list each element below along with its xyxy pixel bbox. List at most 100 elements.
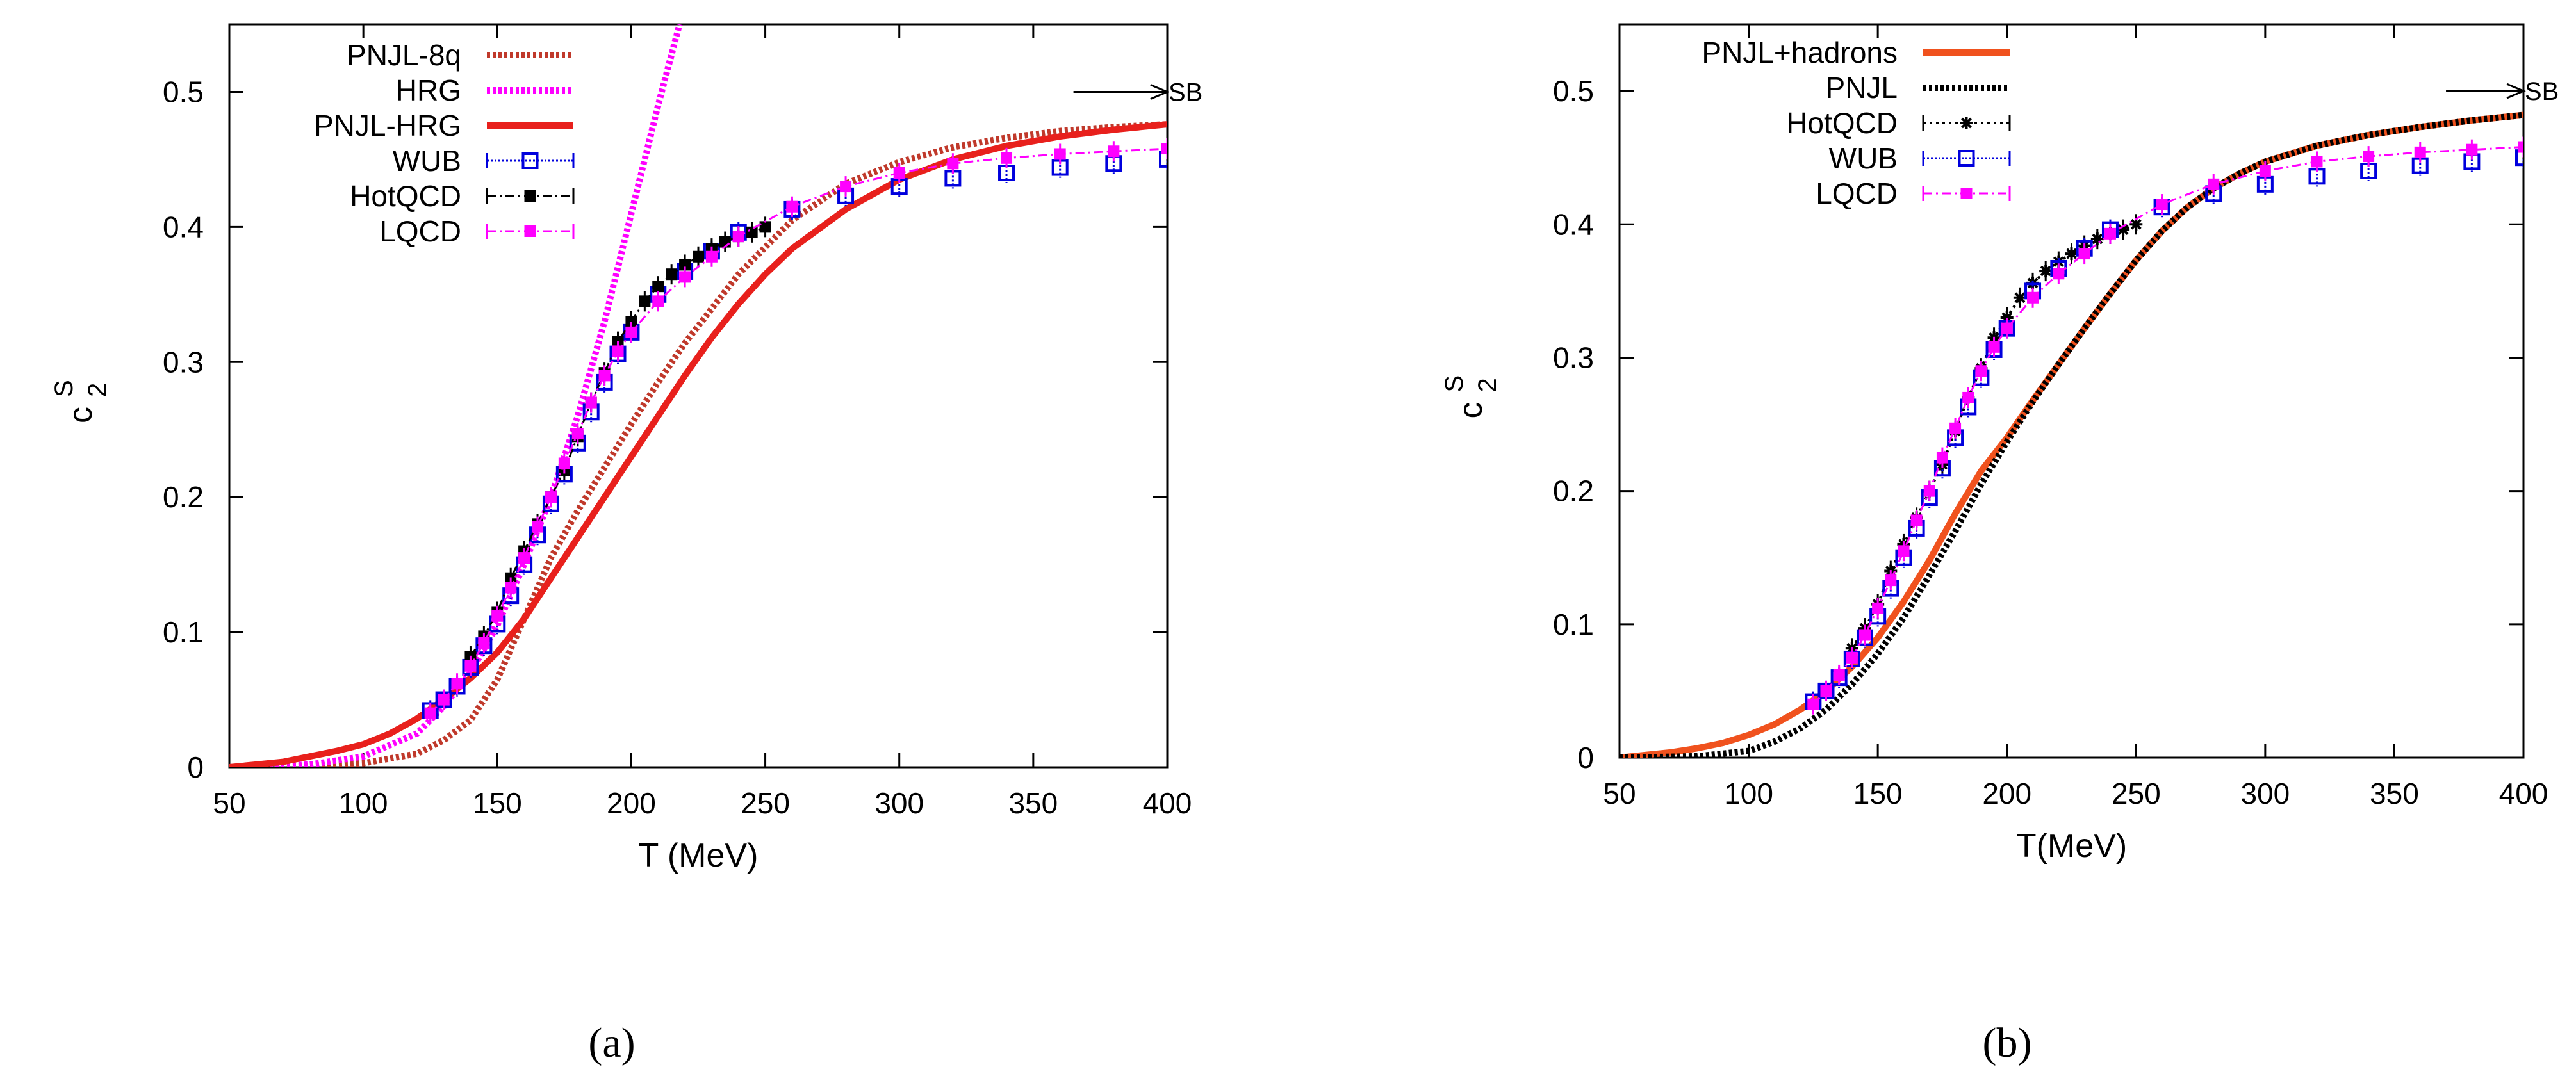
x-tick-label: 400 [2499,777,2548,810]
point-lqcd [2259,165,2271,177]
point-hotqcd [652,281,664,293]
y-tick-label: 0.3 [1553,341,1594,374]
x-tick-label: 350 [2370,777,2419,810]
point-lqcd [1885,574,1897,587]
x-tick-label: 200 [1982,777,2031,810]
series-line-hrg [229,24,683,767]
point-lqcd [1988,341,2000,353]
y-tick-label: 0.2 [163,480,204,514]
series-line-pnjl-hadrons [1620,111,2523,758]
plot-area [229,24,1167,767]
x-tick-label: 150 [473,786,522,820]
point-lqcd [1962,391,1974,403]
point-hotqcd [759,221,771,233]
point-lqcd [2027,291,2039,304]
x-axis-label: T (MeV) [639,837,759,874]
x-axis-label: T(MeV) [2016,827,2127,865]
x-tick-label: 100 [1724,777,1773,810]
point-lqcd [518,552,530,564]
series-pnjl-hrg [229,121,1167,767]
x-tick-label: 300 [2240,777,2290,810]
point-lqcd [2518,141,2523,153]
point-lqcd [585,396,597,409]
point-lqcd [1858,629,1871,641]
legend-label-hotqcd: HotQCD [350,179,461,213]
y-tick-label: 0.1 [1553,608,1594,641]
point-hotqcd [2129,218,2143,231]
point-wub [2515,149,2523,167]
point-lqcd [1949,422,1962,434]
series-line-lqcd [1812,146,2523,705]
point-hotqcd [2117,223,2130,236]
point-lqcd [558,457,570,469]
point-lqcd [1054,148,1066,160]
x-tick-label: 50 [213,786,245,820]
legend-label-wub: WUB [1829,142,1898,175]
y-tick-label: 0.2 [1553,475,1594,508]
series-wub [422,149,1167,721]
panel-caption: (b) [1983,1020,2032,1066]
legend-marker-hotqcd [1960,117,1973,129]
point-hotqcd [2000,311,2014,324]
y-tick-label: 0.3 [163,345,204,379]
point-lqcd [1872,602,1884,614]
x-tick-label: 50 [1603,777,1636,810]
x-tick-label: 150 [1853,777,1903,810]
x-tick-label: 250 [741,786,790,820]
point-lqcd [451,678,463,690]
y-tick-label: 0.1 [163,615,204,649]
legend-marker-hotqcd [524,190,536,202]
legend-marker-wub [521,152,539,169]
point-lqcd [505,582,517,594]
point-hotqcd [679,259,691,271]
point-lqcd [1846,651,1858,664]
point-lqcd [1975,365,1987,377]
series-line-pnjl [1620,111,2523,758]
point-lqcd [2078,248,2090,260]
point-lqcd [532,521,544,533]
plot-area [1620,111,2523,758]
point-lqcd [1807,698,1819,710]
y-axis-label-sub: 2 [83,383,111,397]
legend-marker-lqcd [1960,188,1973,199]
point-lqcd [679,271,691,283]
point-lqcd [2414,146,2426,158]
point-lqcd [1161,143,1167,155]
point-hotqcd [2090,232,2104,246]
y-tick-label: 0.5 [1553,74,1594,108]
point-lqcd [1001,152,1013,164]
y-axis-label-text: c [62,407,99,423]
sb-arrow-head [2506,83,2526,99]
point-lqcd [571,428,584,440]
plot-frame [1618,23,2525,759]
point-lqcd [947,158,959,170]
point-lqcd [893,167,905,179]
legend-marker-lqcd [524,225,536,237]
series-hrg [229,24,683,767]
panel-b: 50 100 150 200 250 300 350 400 0 0.1 0.2 0.3 0.4 0.5 T… [1440,23,2559,1066]
series-pnjl-hadrons [1620,111,2523,758]
point-wub [1159,151,1167,168]
plot-frame [228,23,1169,769]
point-hotqcd [746,226,758,238]
point-lqcd [464,660,477,672]
point-hotqcd [625,316,637,327]
point-lqcd [1936,452,1948,464]
point-lqcd [491,610,504,622]
point-lqcd [1833,669,1845,681]
point-lqcd [625,326,637,338]
series-lqcd [424,138,1167,724]
series-line-lqcd [429,147,1167,714]
series-line-pnjl-hrg [229,121,1167,767]
x-tick-label: 250 [2112,777,2161,810]
y-axis-label-sub: 2 [1473,378,1502,392]
point-hotqcd [2065,247,2078,261]
point-lqcd [2104,227,2116,240]
y-tick-label: 0 [187,751,204,784]
series-pnjl-8q [229,121,1167,767]
y-axis-label-text: c [1452,402,1489,419]
point-lqcd [1820,685,1832,697]
y-axis-label-sup: S [1440,375,1468,393]
panel-caption: (a) [588,1020,635,1066]
